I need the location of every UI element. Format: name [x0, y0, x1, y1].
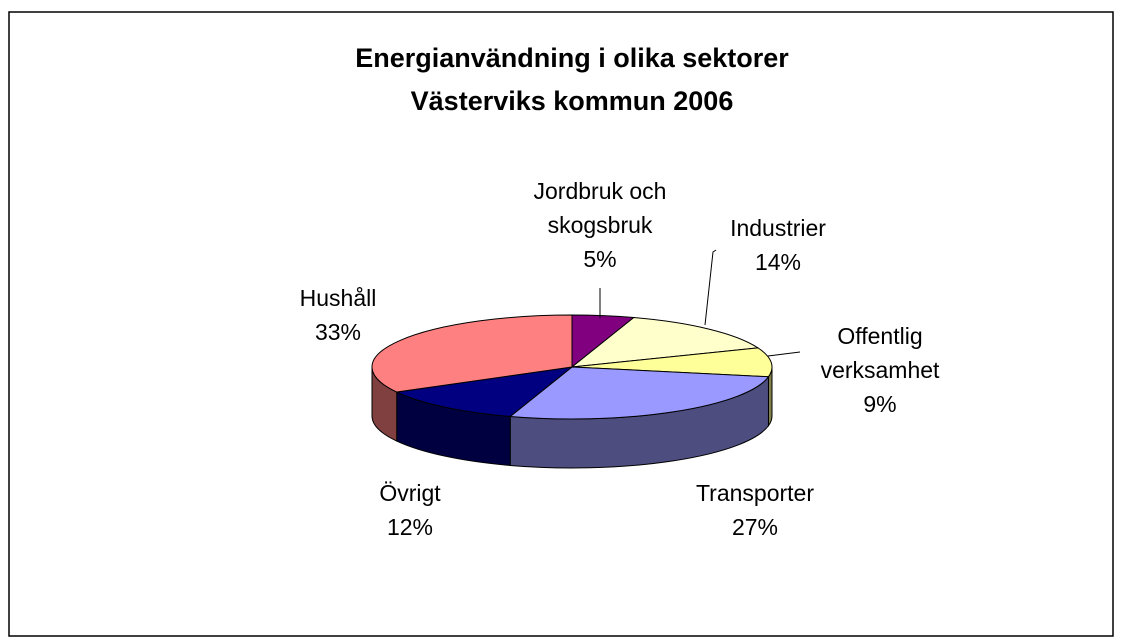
- slice-value: 9%: [863, 391, 897, 417]
- slice-label: Industrier 14%: [730, 211, 826, 279]
- slice-label: Offentlig verksamhet 9%: [813, 319, 948, 421]
- slice-value: 14%: [754, 249, 802, 275]
- slice-value: 33%: [314, 319, 362, 345]
- slice-value: 12%: [386, 514, 434, 540]
- chart-subtitle: Västerviks kommun 2006: [411, 86, 734, 116]
- slice-name: Hushåll: [299, 285, 377, 311]
- pie-slice: [371, 314, 573, 393]
- slice-label: Hushåll 33%: [300, 281, 377, 349]
- leader-line: [704, 249, 717, 326]
- slice-label: Transporter 27%: [696, 476, 814, 544]
- pie-slice: [508, 366, 770, 420]
- slice-value: 5%: [583, 246, 617, 272]
- leader-line: [767, 351, 801, 357]
- slice-name: Jordbruk och skogsbruk: [533, 178, 667, 238]
- slice-name: Övrigt: [379, 480, 441, 506]
- chart-title: Energianvändning i olika sektorer: [355, 43, 789, 73]
- slice-label: Övrigt 12%: [379, 476, 440, 544]
- pie-slice: [395, 366, 574, 417]
- pie-slice: [570, 317, 760, 368]
- pie-slice: [571, 347, 773, 378]
- slice-value: 27%: [731, 514, 779, 540]
- slice-label: Jordbruk och skogsbruk 5%: [525, 174, 675, 276]
- slice-name: Offentlig verksamhet: [820, 323, 940, 383]
- slice-name: Transporter: [695, 480, 815, 506]
- pie: [371, 314, 773, 469]
- slice-name: Industrier: [730, 215, 826, 241]
